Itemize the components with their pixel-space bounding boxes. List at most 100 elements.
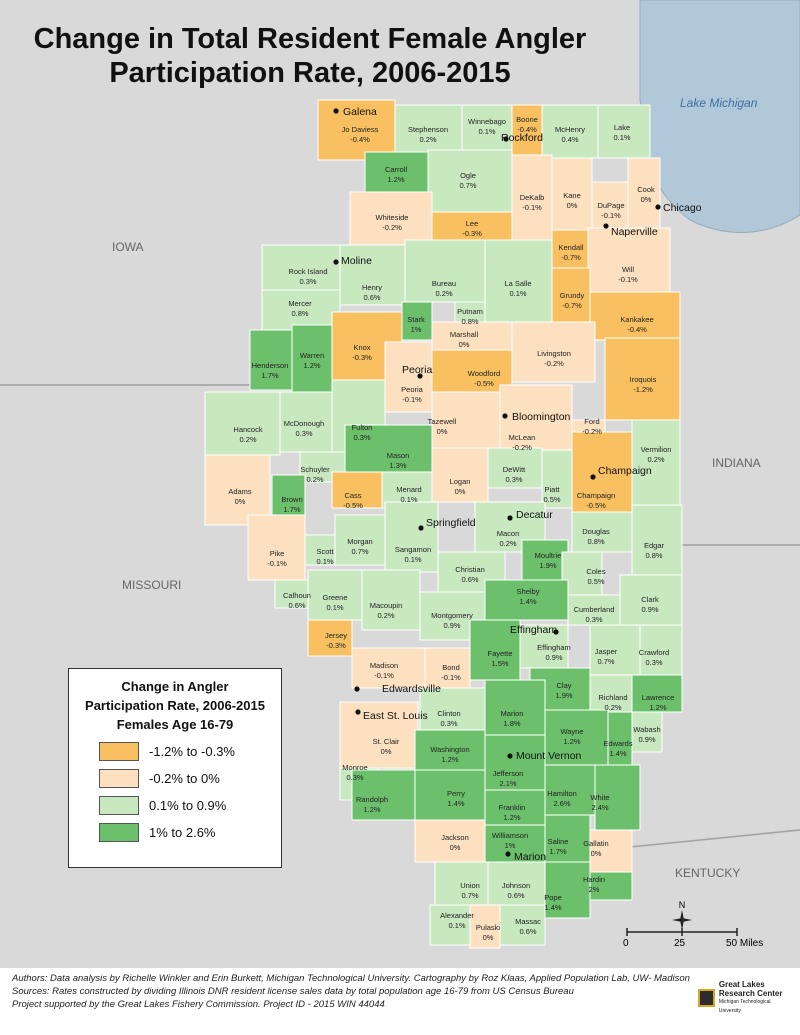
county-name-label: McHenry <box>555 125 585 134</box>
county-value-label: 0% <box>381 747 392 756</box>
county-name-label: Putnam <box>457 307 483 316</box>
county-value-label: 0.3% <box>353 433 370 442</box>
glrc-logo-line-1: Great Lakes <box>718 980 765 989</box>
county-value-label: 0% <box>437 427 448 436</box>
county-name-label: Montgomery <box>431 611 473 620</box>
county-value-label: -0.4% <box>627 325 647 334</box>
county-value-label: 0.5% <box>587 577 604 586</box>
county-name-label: Hamilton <box>547 789 577 798</box>
county-name-label: Ogle <box>460 171 476 180</box>
county-value-label: 1.2% <box>649 703 666 712</box>
county-name-label: Monroe <box>342 763 367 772</box>
county-name-label: Wayne <box>560 727 583 736</box>
county-la-salle <box>484 239 553 323</box>
city-marker <box>505 851 511 857</box>
state-label-missouri: MISSOURI <box>122 578 182 592</box>
county-value-label: 0.6% <box>461 575 478 584</box>
city-label: Peoria <box>402 364 433 376</box>
county-scott <box>304 534 336 566</box>
county-jersey <box>307 619 353 657</box>
county-value-label: -0.7% <box>562 301 582 310</box>
county-label-layer: Jo Daviess-0.4%Stephenson0.2%Winnebago0.… <box>228 115 674 942</box>
legend-swatch <box>99 769 139 788</box>
footer-credits: Authors: Data analysis by Richelle Winkl… <box>0 968 800 1035</box>
county-value-label: 1.2% <box>303 361 320 370</box>
county-name-label: Madison <box>370 661 398 670</box>
city-marker <box>503 136 509 142</box>
county-value-label: 1.2% <box>503 813 520 822</box>
county-value-label: 0.2% <box>604 703 621 712</box>
county-massac <box>499 904 546 946</box>
county-coles <box>561 551 603 596</box>
county-value-label: 0.8% <box>587 537 604 546</box>
county-name-label: Jefferson <box>493 769 524 778</box>
legend-swatch <box>99 742 139 761</box>
county-name-label: Clark <box>641 595 659 604</box>
legend-label: 0.1% to 0.9% <box>149 798 227 813</box>
county-name-label: Will <box>622 265 634 274</box>
county-name-label: Carroll <box>385 165 407 174</box>
county-name-label: Christian <box>455 565 485 574</box>
county-kankakee <box>589 291 681 341</box>
county-value-label: 0.1% <box>326 603 343 612</box>
county-hancock <box>204 391 281 456</box>
city-marker <box>507 753 513 759</box>
county-value-label: 1.2% <box>363 805 380 814</box>
county-grundy <box>551 267 591 323</box>
county-value-label: 0.8% <box>291 309 308 318</box>
county-pulaski <box>469 904 501 949</box>
county-value-label: 0% <box>235 497 246 506</box>
county-name-label: Cass <box>344 491 361 500</box>
county-name-label: Winnebago <box>468 117 506 126</box>
county-name-label: Stephenson <box>408 125 448 134</box>
county-name-label: Fayette <box>487 649 512 658</box>
county-dupage <box>591 181 629 229</box>
county-name-label: Pulaski <box>476 923 501 932</box>
county-saline <box>544 814 591 863</box>
county-perry <box>414 769 486 821</box>
compass-rose: N <box>672 900 692 932</box>
county-henry <box>339 244 406 306</box>
county-value-label: 1.2% <box>387 175 404 184</box>
county-name-label: DuPage <box>597 201 624 210</box>
county-edwards <box>607 711 633 766</box>
city-label: Moline <box>341 255 372 267</box>
county-value-label: -0.2% <box>582 427 602 436</box>
county-name-label: DeWitt <box>503 465 526 474</box>
city-label: Mount Vernon <box>516 750 582 762</box>
county-value-label: 1.4% <box>544 903 561 912</box>
city-layer: Galena Rockford Chicago Naperville Moline Peo… <box>333 106 702 863</box>
county-adams <box>204 454 271 526</box>
county-morgan <box>334 514 386 566</box>
county-pope <box>544 861 591 919</box>
legend-swatch <box>99 823 139 842</box>
county-name-label: Iroquois <box>630 375 657 384</box>
compass-north-label: N <box>678 900 686 910</box>
city-label: Champaign <box>598 465 652 477</box>
county-piatt <box>541 449 573 509</box>
county-clinton <box>419 687 486 733</box>
legend-label: -1.2% to -0.3% <box>149 744 235 759</box>
county-winnebago <box>461 104 513 151</box>
county-dewitt <box>487 447 543 489</box>
county-value-label: 0.9% <box>443 621 460 630</box>
county-name-label: White <box>590 793 609 802</box>
compass-icon <box>672 910 692 930</box>
county-name-label: Champaign <box>577 491 615 500</box>
county-name-label: Lake <box>614 123 630 132</box>
city-marker <box>355 709 361 715</box>
county-name-label: Boone <box>516 115 538 124</box>
county-value-label: 0.3% <box>346 773 363 782</box>
county-pike <box>247 514 306 581</box>
county-name-label: Peoria <box>401 385 424 394</box>
county-value-label: 1.9% <box>555 691 572 700</box>
county-value-label: 1.3% <box>389 461 406 470</box>
county-name-label: Williamson <box>492 831 528 840</box>
county-cumberland <box>567 594 621 626</box>
city-label: Edwardsville <box>382 683 441 695</box>
legend-title-line-2: Participation Rate, 2006-2015 <box>85 698 265 713</box>
county-madison <box>351 647 426 689</box>
county-name-label: Edgar <box>644 541 665 550</box>
county-johnson <box>487 861 546 906</box>
county-name-label: Henry <box>362 283 382 292</box>
